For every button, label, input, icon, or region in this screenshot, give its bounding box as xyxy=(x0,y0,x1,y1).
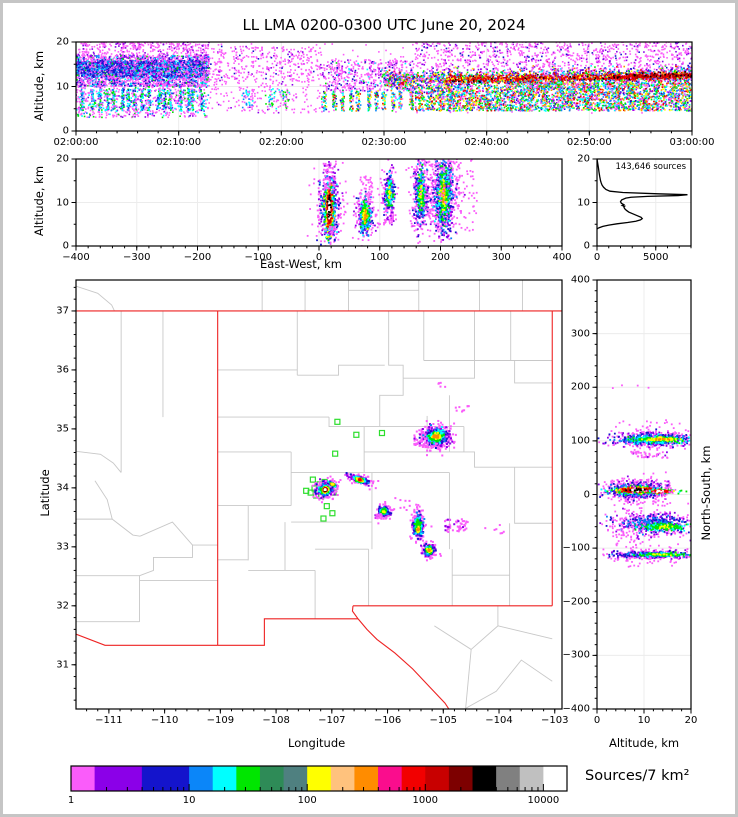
tick-label: 35 xyxy=(56,423,69,435)
tick-label: 5000 xyxy=(643,252,669,263)
tick-label: 100 xyxy=(370,252,390,263)
tick-label: −400 xyxy=(62,252,90,263)
sources-count-annotation: 143,646 sources xyxy=(615,162,686,172)
tick-label: 31 xyxy=(56,659,69,671)
tick-label: 02:50:00 xyxy=(566,137,612,148)
tick-label: −100 xyxy=(562,542,590,554)
tick-label: −104 xyxy=(485,715,513,726)
tick-label: 20 xyxy=(56,36,69,48)
tick-label: −400 xyxy=(562,703,590,715)
tick-label: 20 xyxy=(56,153,69,165)
tick-label: −107 xyxy=(318,715,346,726)
tick-label: 10 xyxy=(637,715,651,726)
tick-label: 1000 xyxy=(412,795,439,806)
time-height-ylabel: Altitude, km xyxy=(32,50,46,122)
tick-label: 32 xyxy=(56,600,69,612)
tick-label: −300 xyxy=(123,252,151,263)
tick-label: −200 xyxy=(183,252,212,263)
tick-label: 02:10:00 xyxy=(156,137,202,148)
colorbar-label: Sources/7 km² xyxy=(585,768,690,784)
tick-label: −109 xyxy=(206,715,235,726)
tick-label: 02:40:00 xyxy=(464,137,510,148)
tick-label: 36 xyxy=(56,364,69,376)
north-south-xlabel: Altitude, km xyxy=(609,736,680,750)
tick-label: 0 xyxy=(583,489,590,500)
east-west-ylabel: Altitude, km xyxy=(32,165,46,237)
tick-label: 02:30:00 xyxy=(361,137,407,148)
tick-label: −300 xyxy=(562,649,590,661)
tick-label: 400 xyxy=(570,274,590,286)
tick-label: 400 xyxy=(552,252,572,263)
map-xlabel: Longitude xyxy=(288,736,346,750)
tick-label: 37 xyxy=(56,305,69,317)
tick-label: 0 xyxy=(583,240,590,252)
tick-label: 0 xyxy=(593,252,601,263)
tick-label: −110 xyxy=(150,715,179,726)
tick-label: 10 xyxy=(577,197,590,208)
tick-label: 02:00:00 xyxy=(53,137,99,148)
tick-label: 10 xyxy=(182,795,196,806)
tick-label: −103 xyxy=(541,715,569,726)
figure-title: LL LMA 0200-0300 UTC June 20, 2024 xyxy=(242,16,526,34)
tick-label: 34 xyxy=(56,482,69,494)
tick-label: 300 xyxy=(570,328,590,340)
tick-label: 1 xyxy=(67,795,75,806)
tick-label: −105 xyxy=(429,715,458,726)
tick-label: 10 xyxy=(56,197,69,208)
tick-label: 300 xyxy=(491,252,511,263)
tick-label: 100 xyxy=(297,795,317,806)
tick-label: 0 xyxy=(315,252,323,263)
tick-label: 10000 xyxy=(527,795,560,806)
tick-label: 10 xyxy=(56,81,69,92)
tick-label: 0 xyxy=(62,240,69,252)
east-west-xlabel: East-West, km xyxy=(260,257,342,271)
tick-label: 02:20:00 xyxy=(258,137,304,148)
tick-label: 0 xyxy=(593,715,601,726)
tick-label: 20 xyxy=(577,153,590,165)
tick-label: 33 xyxy=(56,541,69,553)
tick-label: −200 xyxy=(562,596,590,608)
tick-label: −106 xyxy=(373,715,402,726)
tick-label: 200 xyxy=(430,252,451,263)
map-ylabel: Latitude xyxy=(38,469,52,517)
tick-label: 200 xyxy=(570,381,590,393)
tick-label: −100 xyxy=(244,252,272,263)
plot-canvas xyxy=(3,3,735,814)
tick-label: 100 xyxy=(570,435,590,447)
north-south-ylabel: North-South, km xyxy=(699,445,713,541)
tick-label: 20 xyxy=(684,715,698,726)
tick-label: −108 xyxy=(262,715,290,726)
tick-label: 0 xyxy=(62,125,69,137)
tick-label: 03:00:00 xyxy=(669,137,715,148)
tick-label: −111 xyxy=(95,715,123,726)
